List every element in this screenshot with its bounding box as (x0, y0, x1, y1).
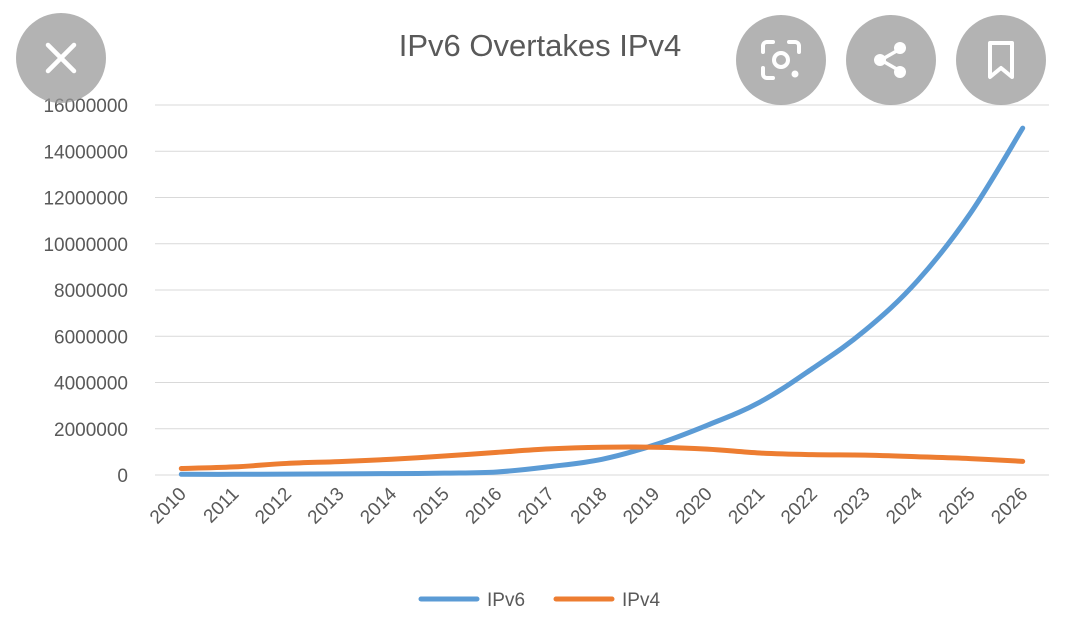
chart-title: IPv6 Overtakes IPv4 (399, 28, 682, 63)
y-tick-label: 12000000 (43, 189, 128, 210)
x-tick-label: 2026 (987, 484, 1032, 529)
y-axis-ticks: 0 2000000 4000000 6000000 8000000 10000000 120… (43, 96, 128, 487)
x-tick-label: 2019 (619, 484, 664, 529)
x-tick-label: 2014 (356, 483, 401, 528)
share-button[interactable] (846, 15, 936, 105)
x-tick-label: 2016 (462, 484, 507, 529)
x-tick-label: 2013 (304, 484, 349, 529)
x-tick-label: 2021 (725, 484, 770, 529)
legend-label-ipv6: IPv6 (487, 590, 525, 611)
series-group (178, 125, 1026, 477)
x-tick-label: 2022 (777, 484, 822, 529)
x-tick-label: 2010 (146, 484, 191, 529)
share-icon (874, 42, 906, 78)
y-tick-label: 0 (117, 466, 128, 487)
bookmark-button[interactable] (956, 15, 1046, 105)
close-button[interactable] (16, 13, 106, 103)
x-tick-label: 2018 (567, 484, 612, 529)
visual-search-icon (761, 40, 801, 80)
y-tick-label: 2000000 (54, 420, 128, 441)
legend-label-ipv4: IPv4 (622, 590, 660, 611)
x-tick-label: 2011 (200, 484, 244, 528)
gridlines (155, 104, 1049, 476)
bookmark-icon (988, 41, 1014, 79)
x-tick-label: 2015 (409, 484, 454, 529)
x-tick-label: 2020 (672, 484, 717, 529)
x-tick-label: 2024 (882, 483, 927, 528)
legend: IPv6 IPv4 (418, 590, 660, 611)
x-tick-label: 2023 (830, 484, 875, 529)
x-tick-label: 2012 (251, 484, 296, 529)
x-axis-ticks: 2010 2011 2012 2013 2014 2015 2016 2017 2018 2019… (146, 483, 1032, 528)
y-tick-label: 4000000 (54, 374, 128, 395)
y-tick-label: 8000000 (54, 281, 128, 302)
x-tick-label: 2025 (935, 484, 980, 529)
y-tick-label: 6000000 (54, 327, 128, 348)
series-line-ipv6 (178, 125, 1026, 477)
y-tick-label: 14000000 (43, 142, 128, 163)
close-icon (45, 42, 77, 74)
x-tick-label: 2017 (514, 484, 559, 529)
y-tick-label: 10000000 (43, 235, 128, 256)
visual-search-button[interactable] (736, 15, 826, 105)
